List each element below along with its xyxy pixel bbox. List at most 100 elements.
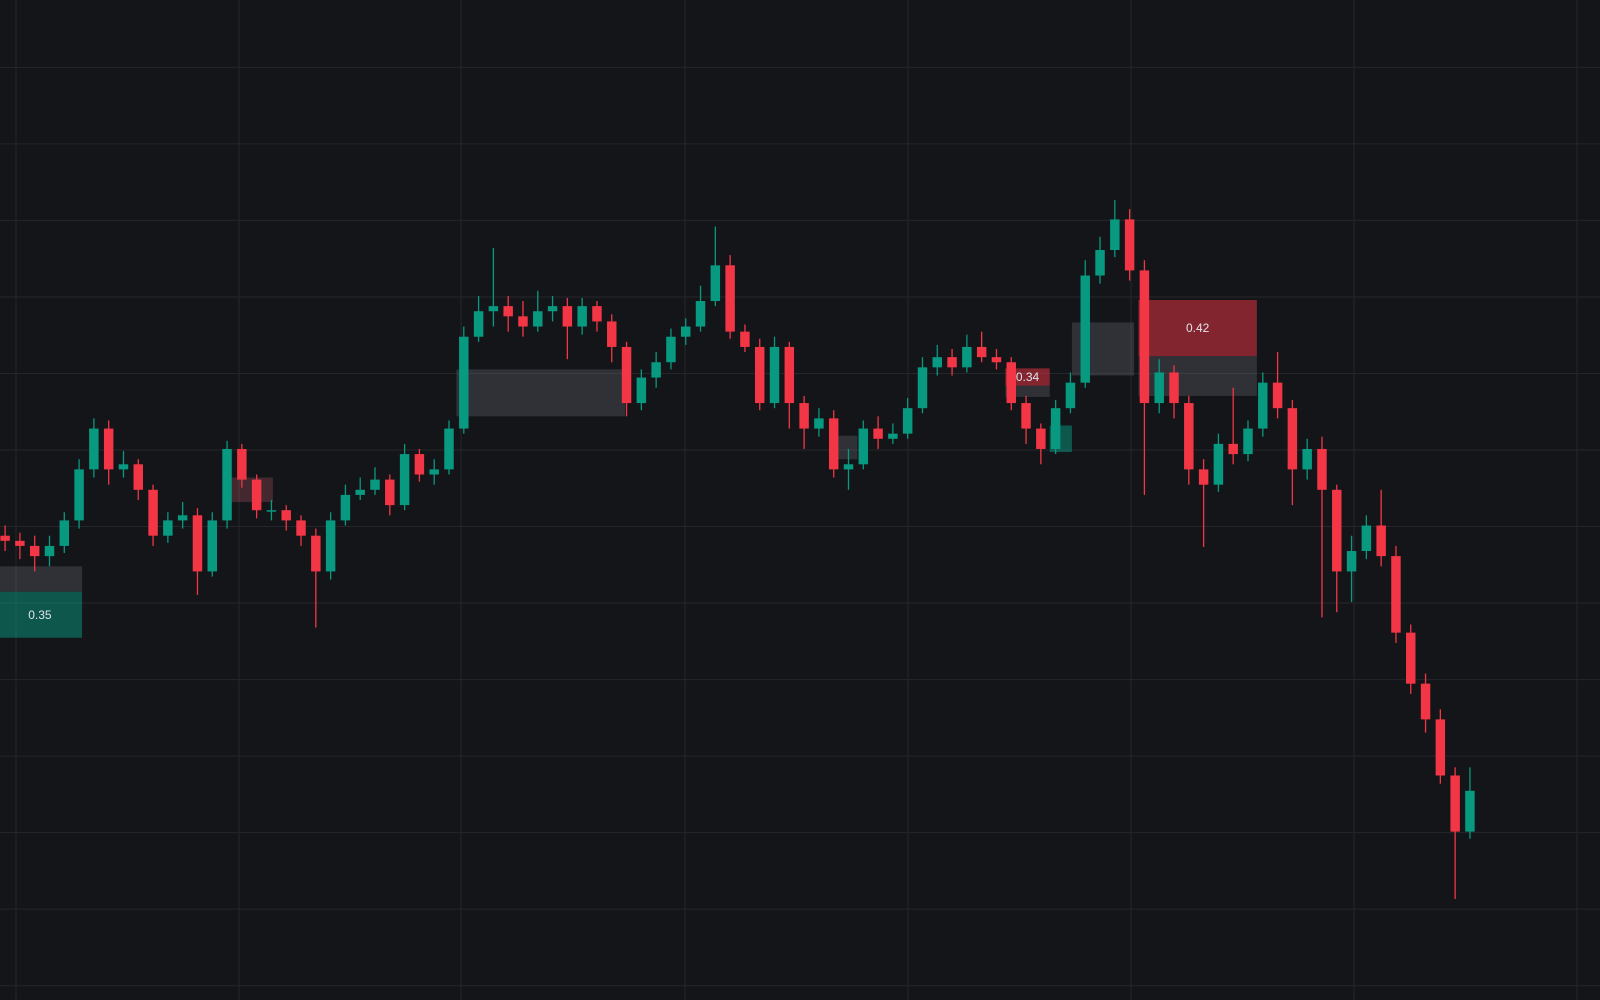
candle-body bbox=[459, 336, 469, 429]
candle-body bbox=[163, 520, 173, 536]
candle-body bbox=[103, 428, 114, 470]
candle-body bbox=[74, 469, 84, 521]
candle-body bbox=[917, 367, 928, 409]
zone-label: 0.42 bbox=[1186, 321, 1210, 335]
candle-body bbox=[1169, 372, 1179, 404]
candle-body bbox=[888, 433, 898, 439]
candle-body bbox=[503, 306, 513, 317]
candle-body bbox=[1317, 448, 1327, 490]
candle-body bbox=[666, 336, 676, 363]
candle-body bbox=[207, 520, 217, 572]
candle-body bbox=[59, 520, 70, 546]
candle-body bbox=[118, 464, 129, 470]
zone bbox=[0, 566, 83, 592]
candle-body bbox=[651, 362, 661, 378]
candle-body bbox=[858, 428, 869, 465]
zone bbox=[0, 591, 83, 638]
candle-body bbox=[473, 311, 484, 337]
candle-body bbox=[1095, 250, 1105, 276]
candle-body bbox=[902, 408, 913, 434]
candle-body bbox=[843, 464, 854, 470]
candle-body bbox=[1346, 551, 1357, 572]
zone bbox=[227, 477, 273, 503]
candle-body bbox=[444, 428, 454, 470]
candle-body bbox=[281, 510, 291, 521]
candle-body bbox=[1450, 775, 1460, 832]
candle-body bbox=[533, 311, 543, 327]
candle-body bbox=[1021, 403, 1031, 429]
candle-body bbox=[769, 346, 780, 404]
candle-body bbox=[636, 377, 647, 404]
candle-body bbox=[577, 306, 587, 327]
candle-body bbox=[385, 479, 395, 506]
candle-body bbox=[1228, 443, 1238, 455]
candle-body bbox=[607, 321, 617, 347]
candle-body bbox=[1065, 382, 1076, 409]
candle-body bbox=[429, 469, 439, 475]
candle-body bbox=[1272, 382, 1283, 409]
candle-body bbox=[828, 418, 839, 470]
candle-body bbox=[1258, 382, 1268, 429]
candle-body bbox=[1006, 362, 1016, 404]
candle-body bbox=[44, 545, 55, 557]
candle-body bbox=[1332, 489, 1342, 572]
zone bbox=[1005, 368, 1050, 386]
candle-body bbox=[547, 306, 558, 312]
candle-body bbox=[518, 316, 528, 327]
candle-body bbox=[1406, 632, 1416, 684]
candle-body bbox=[1376, 525, 1386, 557]
candle-body bbox=[1391, 556, 1401, 633]
candle-body bbox=[192, 515, 203, 572]
candle-body bbox=[1080, 275, 1090, 383]
candle-body bbox=[1302, 448, 1312, 470]
candle-body bbox=[296, 520, 306, 536]
candle-body bbox=[725, 265, 735, 332]
candle-body bbox=[1050, 408, 1061, 449]
candle-body bbox=[710, 265, 721, 302]
candle-body bbox=[592, 306, 602, 322]
candle-body bbox=[89, 428, 99, 470]
candle-body bbox=[148, 489, 158, 536]
candle-body bbox=[991, 357, 1002, 363]
zone bbox=[1005, 385, 1050, 397]
candle-body bbox=[325, 520, 336, 572]
zone-label: 0.34 bbox=[1016, 370, 1040, 384]
candle-body bbox=[873, 428, 883, 439]
candle-body bbox=[976, 346, 987, 358]
candle-body bbox=[1420, 683, 1431, 720]
candle-body bbox=[1361, 525, 1372, 552]
zone bbox=[1138, 300, 1257, 357]
candle-body bbox=[340, 494, 351, 521]
candle-body bbox=[784, 346, 795, 404]
candle-body bbox=[932, 357, 943, 368]
candle-body bbox=[399, 454, 410, 506]
candle-body bbox=[488, 306, 499, 312]
candle-body bbox=[370, 479, 380, 490]
candle-body bbox=[1287, 408, 1298, 470]
candle-body bbox=[799, 403, 809, 429]
candle-body bbox=[222, 448, 232, 521]
candle-body bbox=[740, 331, 750, 347]
candle-body bbox=[1435, 719, 1446, 776]
candle-body bbox=[1110, 219, 1120, 250]
candle-body bbox=[237, 448, 247, 480]
candle-body bbox=[695, 301, 706, 327]
candle-body bbox=[1213, 443, 1224, 485]
candle-body bbox=[1243, 428, 1253, 455]
candle-body bbox=[177, 515, 188, 521]
candle-body bbox=[962, 346, 972, 368]
candle-body bbox=[311, 535, 321, 572]
candle-body bbox=[1184, 403, 1194, 470]
zone-label: 0.35 bbox=[28, 608, 52, 622]
candle-body bbox=[133, 464, 144, 490]
candle-body bbox=[681, 326, 691, 337]
candle-body bbox=[947, 357, 957, 368]
candle-body bbox=[1036, 428, 1046, 449]
candle-body bbox=[1124, 219, 1135, 271]
candle-body bbox=[621, 346, 632, 404]
candle-body bbox=[0, 535, 10, 541]
candle-body bbox=[1154, 372, 1164, 404]
candle-body bbox=[814, 418, 824, 429]
